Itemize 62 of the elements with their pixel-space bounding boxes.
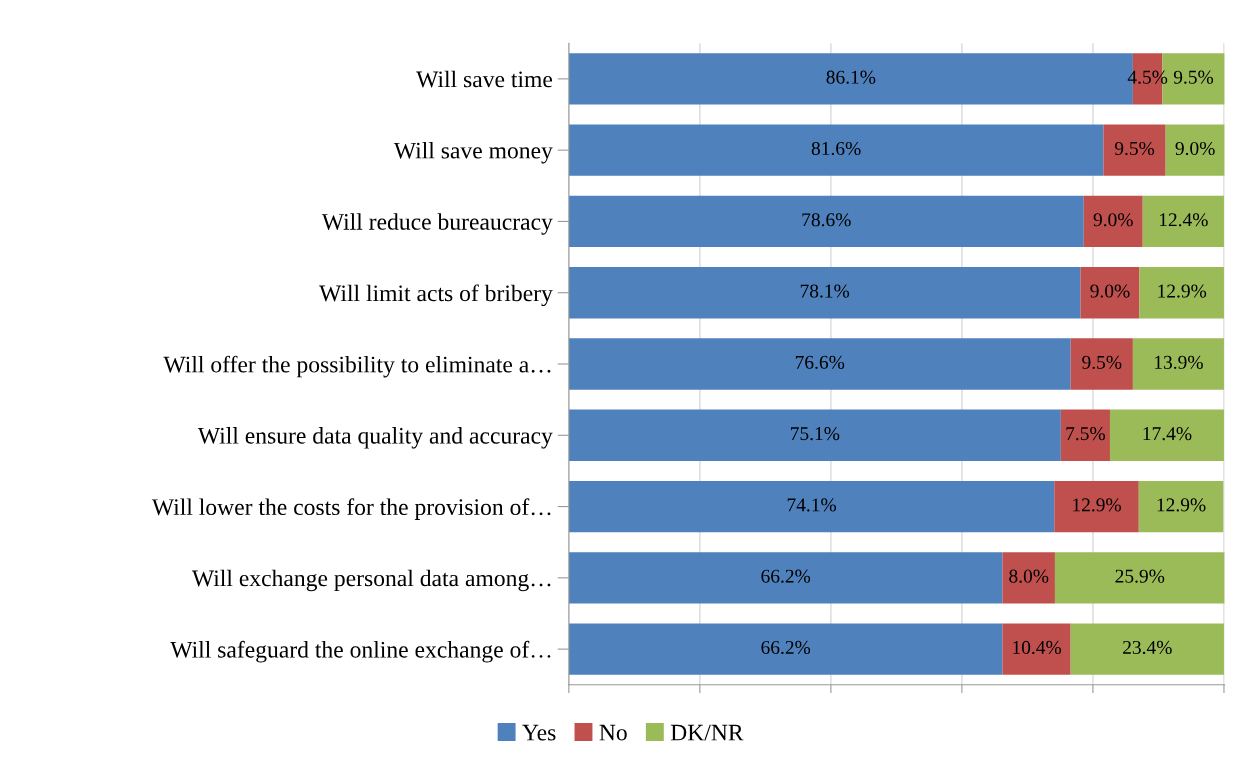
bar [568,195,1084,248]
data-label: 9.0% [1090,284,1130,298]
data-label: 81.6% [811,141,861,156]
y-tick-label: Will offer the possibility to eliminate a… [163,355,551,378]
data-label: 75.1% [791,427,840,441]
bar [1109,409,1224,461]
data-label: 9.5% [1114,141,1155,156]
data-label: 17.4% [1143,427,1192,441]
data-label: 76.6% [795,355,845,369]
bar [1165,124,1225,176]
data-label: 9.5% [1082,355,1122,369]
bar [568,552,1003,604]
legend-label: No [599,724,627,741]
data-label: 25.9% [1115,569,1165,583]
data-label: 23.4% [1123,640,1172,655]
data-label: 86.1% [826,70,876,84]
bar [1103,124,1166,176]
bar [1054,552,1225,604]
data-label: 13.9% [1155,355,1203,369]
bar [1138,480,1224,533]
legend-label: Yes [522,724,556,741]
data-label: 66.2% [761,569,811,583]
y-tick-label: Will save time [416,70,553,88]
bar [1142,195,1224,248]
data-label: 74.1% [787,498,837,512]
bar [1083,195,1143,248]
data-label: 78.1% [800,284,850,298]
data-label: 9.5% [1173,70,1214,84]
bar [1002,552,1055,604]
data-label: 9.0% [1093,213,1133,227]
bar [568,480,1055,533]
bar [568,409,1061,461]
legend-label: DK/NR [670,724,744,741]
y-tick-label: Will safeguard the online exchange of… [170,640,551,663]
bar [1132,338,1224,390]
data-label: 78.6% [802,213,851,227]
data-label: 7.5% [1066,427,1105,441]
data-label: 8.0% [1009,569,1049,583]
data-label: 10.4% [1013,640,1062,655]
data-label: 66.2% [761,640,811,655]
bar [568,267,1081,319]
bar [568,124,1104,176]
bar [1060,409,1110,461]
bar [568,623,1003,675]
bar [1002,623,1071,675]
y-tick-label: Will lower the costs for the provision of… [151,498,551,520]
data-label: 9.0% [1175,141,1215,156]
bar [1070,623,1224,675]
bar [1054,480,1139,533]
bar [1080,267,1140,319]
bar [1139,267,1224,319]
y-tick-label: Will exchange personal data among… [191,569,551,592]
data-label: 12.9% [1157,498,1206,512]
bar [1070,338,1133,390]
y-tick-label: Will limit acts of bribery [319,284,553,307]
y-tick-label: Will reduce bureaucracy [321,213,553,235]
bar [568,338,1071,390]
data-label: 12.9% [1158,284,1207,298]
y-tick-label: Will save money [393,141,553,164]
y-tick-label: Will ensure data quality and accuracy [197,427,553,449]
data-label: 12.9% [1073,498,1121,512]
data-label: 12.4% [1159,213,1208,227]
